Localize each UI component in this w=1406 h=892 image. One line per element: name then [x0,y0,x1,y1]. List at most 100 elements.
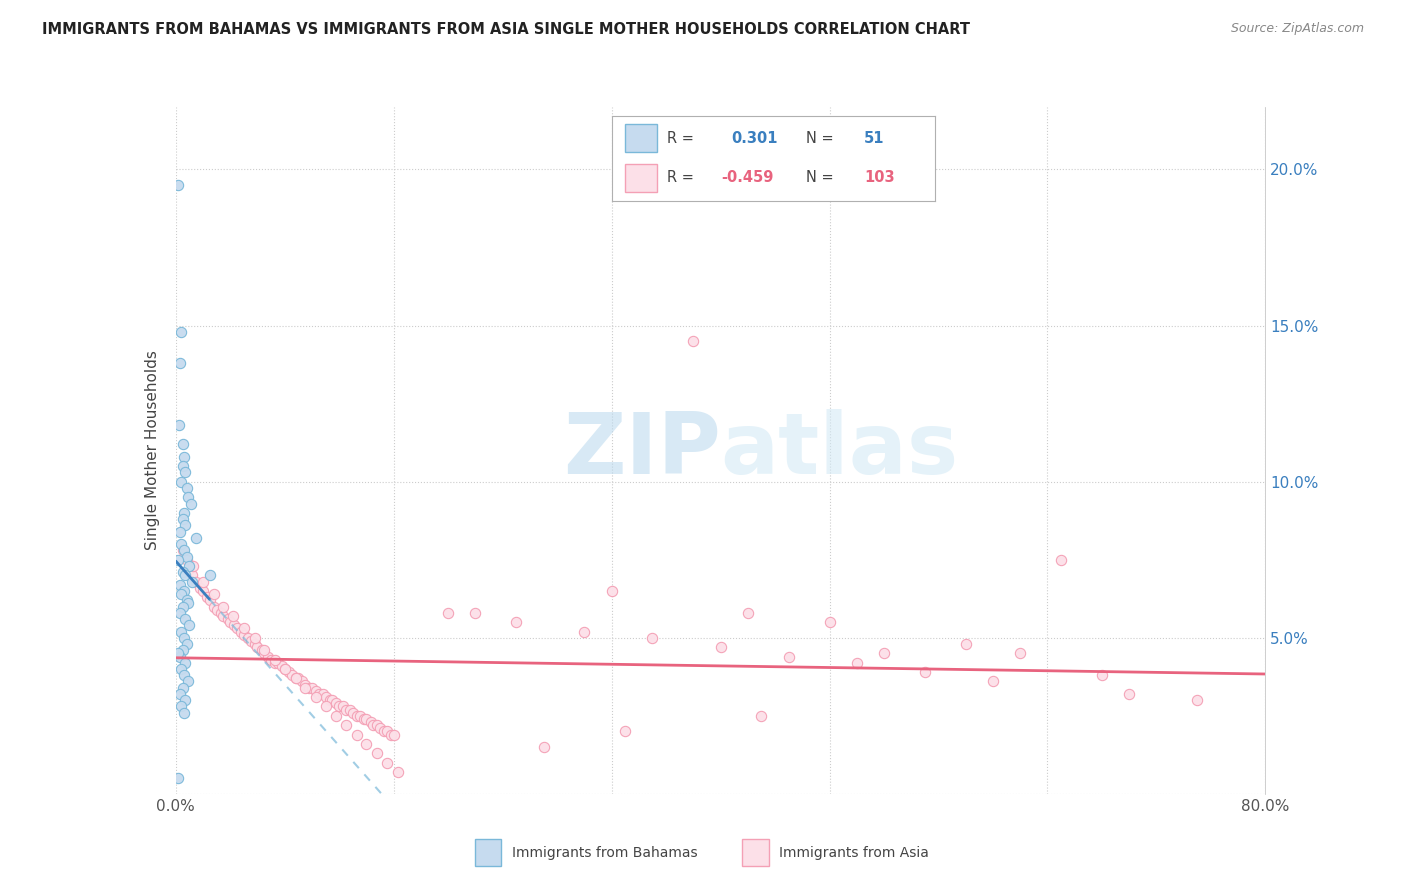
Point [321,693,343,707]
Point [169,356,191,370]
Point [170,537,193,551]
Point [198,568,221,582]
Point [600,583,623,598]
Point [212,599,235,614]
Point [239,633,262,648]
Point [217,612,239,626]
Point [818,615,841,630]
Point [173,543,195,558]
Point [366,746,388,760]
Point [169,606,191,620]
Point [346,728,368,742]
Point [172,437,194,451]
Point [176,593,198,607]
Point [382,728,405,742]
Point [174,612,197,626]
Point [170,325,193,339]
Point [202,587,225,601]
Text: -0.459: -0.459 [721,170,773,186]
Point [243,631,266,645]
Point [284,671,307,685]
Point [170,587,193,601]
Point [173,450,195,464]
Point [375,724,398,739]
Text: IMMIGRANTS FROM BAHAMAS VS IMMIGRANTS FROM ASIA SINGLE MOTHER HOUSEHOLDS CORRELA: IMMIGRANTS FROM BAHAMAS VS IMMIGRANTS FR… [42,22,970,37]
Point [167,646,190,660]
Point [173,506,195,520]
Point [181,574,204,589]
Point [191,574,214,589]
Text: R =: R = [666,131,693,146]
Point [264,656,287,670]
Point [955,637,977,651]
Bar [742,839,769,866]
Point [174,656,197,670]
Point [191,583,214,598]
Text: R =: R = [666,170,693,186]
Text: Source: ZipAtlas.com: Source: ZipAtlas.com [1230,22,1364,36]
Bar [475,839,502,866]
Point [373,724,395,739]
Point [335,718,357,732]
Point [325,696,347,710]
Point [167,552,190,567]
Point [174,518,197,533]
Point [366,718,388,732]
Point [1091,668,1114,682]
Point [176,549,198,564]
Point [246,640,269,655]
Point [177,674,200,689]
Point [179,562,201,576]
Point [226,621,249,635]
Text: N =: N = [806,170,834,186]
Point [250,643,273,657]
Point [294,681,316,695]
Text: 51: 51 [863,131,884,146]
Point [174,466,197,480]
Point [1187,693,1209,707]
Point [166,178,188,192]
Point [205,603,228,617]
Point [176,637,198,651]
Point [312,687,335,701]
Point [264,653,287,667]
Point [167,418,190,433]
Point [174,568,197,582]
Point [375,756,398,770]
Point [170,624,193,639]
Point [257,649,280,664]
Point [274,662,297,676]
Point [325,708,347,723]
Point [437,606,460,620]
Point [291,674,314,689]
Point [710,640,733,655]
Point [368,721,391,735]
Point [1118,687,1140,701]
Point [349,708,371,723]
Point [173,668,195,682]
Point [845,656,868,670]
Point [186,531,208,545]
Text: 103: 103 [863,170,894,186]
Point [180,496,202,510]
Point [172,599,194,614]
Point [222,608,245,623]
Point [361,718,384,732]
Point [641,631,664,645]
Point [172,681,194,695]
Point [751,708,773,723]
Y-axis label: Single Mother Households: Single Mother Households [145,351,160,550]
Point [533,740,555,755]
Point [232,621,254,635]
Point [253,646,276,660]
Point [277,665,299,680]
Point [224,618,246,632]
Point [176,552,198,567]
Point [328,699,350,714]
Text: Immigrants from Bahamas: Immigrants from Bahamas [512,846,697,860]
Point [778,649,800,664]
Point [981,674,1004,689]
Point [174,693,197,707]
Point [179,558,201,574]
Point [173,706,195,720]
